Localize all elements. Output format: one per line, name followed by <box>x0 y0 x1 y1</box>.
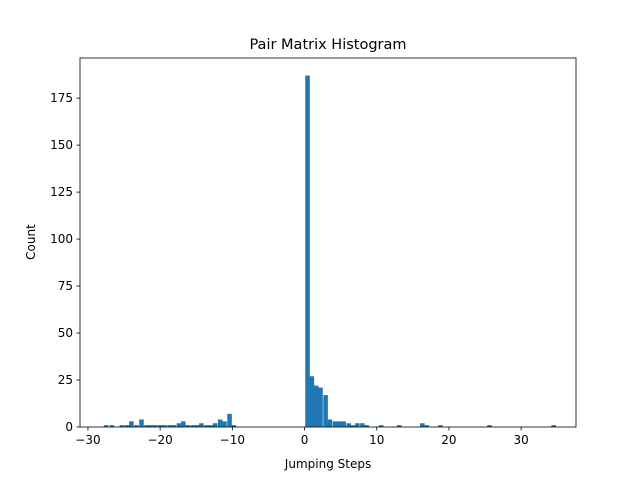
y-tick-label: 150 <box>50 138 73 152</box>
histogram-bar <box>350 425 356 427</box>
histogram-bar <box>227 413 232 427</box>
histogram-bar <box>181 421 186 427</box>
histogram-bar <box>185 425 190 427</box>
histogram-bar <box>217 419 223 427</box>
ticks-layer: −30 −20 −10 0 10 20 30 0 25 50 75 100 125 150 175 <box>50 91 529 447</box>
x-tick-label: 0 <box>301 433 309 447</box>
histogram-bar <box>318 387 323 427</box>
x-tick-label: −30 <box>75 433 100 447</box>
histogram-bar <box>204 425 209 427</box>
histogram-bar <box>355 423 360 427</box>
histogram-bar <box>487 425 492 427</box>
histogram-bar <box>341 421 346 427</box>
histogram-bar <box>139 419 144 427</box>
histogram-bar <box>420 423 425 427</box>
histogram-bar <box>332 421 338 427</box>
histogram-bar <box>396 425 402 427</box>
histogram-bar <box>148 425 154 427</box>
histogram-bar <box>103 425 109 427</box>
histogram-bar <box>190 425 196 427</box>
y-tick-label: 100 <box>50 232 73 246</box>
histogram-bar <box>109 425 115 427</box>
y-tick-label: 25 <box>58 373 73 387</box>
histogram-bar <box>134 425 139 427</box>
y-axis-label: Count <box>24 224 38 260</box>
histogram-bar <box>124 425 130 427</box>
histogram-bar <box>162 425 167 427</box>
plot-frame <box>79 57 577 428</box>
y-tick-label: 175 <box>50 91 73 105</box>
histogram-bar <box>171 425 177 427</box>
chart-title: Pair Matrix Histogram <box>249 37 406 53</box>
y-tick-label: 75 <box>58 279 73 293</box>
bars-layer <box>103 75 556 427</box>
histogram-bar <box>157 425 163 427</box>
histogram-bar <box>309 376 315 427</box>
histogram-bar <box>364 425 370 427</box>
histogram-bar <box>231 425 237 427</box>
x-tick-label: 30 <box>513 433 528 447</box>
x-axis-label: Jumping Steps <box>284 457 371 471</box>
histogram-bar <box>337 421 342 427</box>
x-tick-label: −20 <box>147 433 172 447</box>
histogram-bar <box>212 423 218 427</box>
histogram-bar <box>360 423 365 427</box>
histogram-bar <box>199 423 204 427</box>
x-tick-label: 20 <box>441 433 456 447</box>
histogram-bar <box>313 385 319 427</box>
y-tick-label: 50 <box>58 326 73 340</box>
x-tick-label: 10 <box>369 433 384 447</box>
histogram-bar <box>305 75 310 427</box>
histogram-bar <box>424 425 429 427</box>
plot-area <box>80 58 576 427</box>
histogram-bar <box>327 419 333 427</box>
histogram-bar <box>129 421 134 427</box>
histogram-bar <box>152 425 158 427</box>
histogram-bar <box>222 421 227 427</box>
histogram-bar <box>346 423 351 427</box>
x-tick-label: −10 <box>220 433 245 447</box>
histogram-bar <box>194 425 200 427</box>
histogram-bar <box>323 395 328 427</box>
histogram-bar <box>119 425 125 427</box>
histogram-bar <box>167 425 172 427</box>
histogram-bar <box>144 425 149 427</box>
y-tick-label: 0 <box>65 420 73 434</box>
histogram-bar <box>208 425 214 427</box>
histogram-bar <box>551 425 556 427</box>
y-tick-label: 125 <box>50 185 73 199</box>
histogram-bar <box>378 425 384 427</box>
histogram-bar <box>176 423 182 427</box>
histogram-bar <box>438 425 443 427</box>
